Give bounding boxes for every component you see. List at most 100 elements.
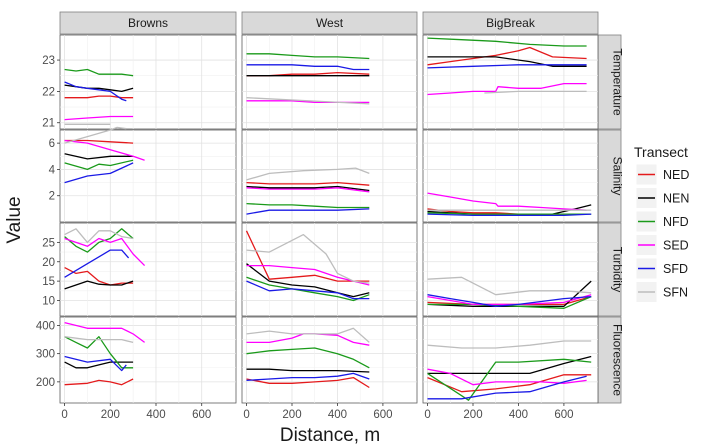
panel-border [59,34,237,130]
series-line-nfd [64,228,134,253]
series-line-sfd [427,294,592,307]
series-line-nen [64,153,134,160]
y-tick-label: 4 [49,164,56,176]
y-tick-label: 10 [42,296,55,308]
x-tick-label: 400 [146,409,165,421]
strip-browns [59,11,237,35]
series-line-nen [246,368,370,373]
x-tick-label: 0 [243,409,249,421]
series-line-nfd [246,347,370,369]
series-line-sfn [484,90,587,94]
strip-label-west: West [316,16,344,30]
series-line-nfd [427,296,592,309]
series-line-nen [64,361,134,369]
series-line-sed [427,192,587,211]
legend-label-sfn: SFN [663,286,688,300]
series-line-nfd [427,212,592,215]
y-tick-label: 25 [42,237,55,249]
series-line-nfd [246,53,370,60]
series-group-west-turbidity [245,230,370,302]
y-tick-label: 2 [49,191,55,203]
x-tick-label: 200 [101,409,120,421]
series-line-sfn [64,228,134,244]
panel-browns-fluorescence [59,316,237,404]
series-line-sfd [246,64,370,71]
series-group-bigbreak-turbidity [427,276,592,309]
series-line-nfd [246,202,370,209]
series-line-nen [246,263,370,298]
strip-label-turbidity: Turbidity [611,247,625,293]
series-line-ned [427,46,587,66]
series-line-nfd [64,336,134,369]
legend-item-ned: NED [635,163,689,186]
series-line-sfd [246,280,370,300]
panel-border [422,129,599,223]
series-group-west-salinity [246,167,370,215]
legend: Transect NED NEN NFD SED SFD SFN [634,144,689,303]
legend-label-ned: NED [663,168,689,182]
strip-label-temperature: Temperature [611,48,625,116]
series-line-nfd [64,159,134,171]
legend-label-nen: NEN [663,192,689,206]
legend-item-sfn: SFN [635,281,688,303]
legend-label-sed: SED [663,239,689,253]
series-line-ned [427,374,592,393]
panel-border [241,222,418,317]
series-line-ned [64,378,134,386]
y-tick-label: 22 [42,86,55,98]
strip-label-salinity: Salinity [611,157,625,196]
series-group-west-fluorescence [246,327,370,389]
y-tick-label: 400 [36,320,55,332]
y-tick-label: 21 [42,118,55,130]
panel-bigbreak-salinity [422,129,599,223]
strip-label-browns: Browns [128,16,168,30]
panel-border [422,34,599,130]
series-line-ned [64,267,134,286]
series-group-browns-turbidity [64,228,146,290]
series-line-sed [427,82,587,96]
strip-label-bigbreak: BigBreak [486,16,536,30]
series-line-sfd [64,249,130,278]
series-line-sfd [64,81,127,102]
panel-border [59,222,237,317]
strip-west [241,11,418,35]
x-tick-label: 400 [509,409,528,421]
series-line-nfd [246,276,370,302]
series-line-sed [64,321,145,343]
series-line-sed [427,294,592,306]
series-line-sfd [246,372,370,382]
legend-item-nfd: NFD [635,210,689,233]
y-tick-label: 6 [49,138,55,150]
series-line-nen [246,185,370,192]
x-tick-label: 200 [463,409,482,421]
series-line-ned [246,181,370,186]
x-tick-label: 200 [282,409,301,421]
strip-bigbreak [422,11,599,35]
series-line-sfn [427,276,592,296]
series-line-sfd [64,355,127,372]
y-tick-label: 200 [36,377,55,389]
series-line-ned [245,230,370,282]
y-tick-label: 23 [42,55,55,67]
series-group-bigbreak-temperature [427,37,587,96]
panel-west-salinity [241,129,418,223]
series-group-bigbreak-fluorescence [427,340,592,401]
y-axis-title: Value [4,196,25,243]
series-line-sfd [427,375,587,400]
legend-item-nen: NEN [635,187,689,209]
series-line-sfn [246,233,370,284]
legend-label-sfd: SFD [663,262,688,276]
y-tick-label: 15 [42,276,55,288]
series-line-nen [64,280,134,290]
series-line-nfd [427,37,587,47]
panel-west-fluorescence [241,316,418,404]
labels-layer: Distance, m Value [4,196,380,446]
series-line-nfd [427,358,592,401]
x-tick-label: 0 [61,409,67,421]
series-line-sfn [64,336,134,344]
series-line-ned [246,376,370,389]
series-line-sed [64,115,134,121]
panel-browns-turbidity [59,222,237,317]
series-line-sed [246,187,370,193]
